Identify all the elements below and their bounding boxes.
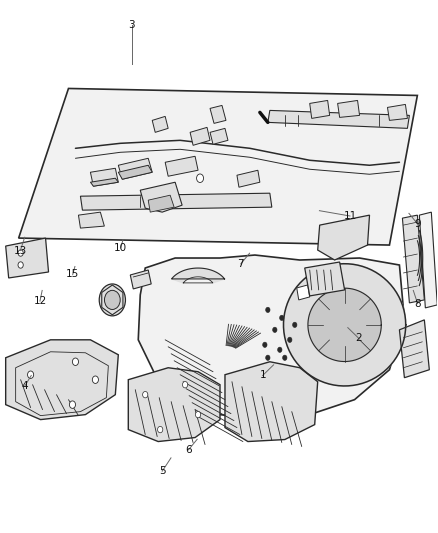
Text: 2: 2 bbox=[355, 333, 362, 343]
Circle shape bbox=[263, 342, 267, 348]
Polygon shape bbox=[78, 212, 104, 228]
Circle shape bbox=[293, 322, 297, 327]
Circle shape bbox=[105, 290, 120, 310]
Polygon shape bbox=[283, 264, 406, 386]
Text: 6: 6 bbox=[185, 445, 192, 455]
Text: 12: 12 bbox=[33, 296, 46, 306]
Polygon shape bbox=[419, 212, 437, 308]
Circle shape bbox=[99, 284, 125, 316]
Circle shape bbox=[288, 337, 292, 343]
Polygon shape bbox=[190, 127, 210, 146]
Polygon shape bbox=[118, 158, 152, 179]
Polygon shape bbox=[138, 255, 404, 419]
Polygon shape bbox=[338, 100, 360, 117]
Text: 15: 15 bbox=[66, 270, 79, 279]
Text: 10: 10 bbox=[114, 243, 127, 253]
Circle shape bbox=[92, 376, 99, 383]
Circle shape bbox=[143, 391, 148, 398]
Polygon shape bbox=[268, 110, 410, 128]
Polygon shape bbox=[297, 285, 310, 300]
Text: 1: 1 bbox=[259, 370, 266, 381]
Polygon shape bbox=[225, 362, 318, 441]
Circle shape bbox=[272, 327, 277, 333]
Polygon shape bbox=[118, 165, 152, 179]
Circle shape bbox=[195, 411, 201, 418]
Circle shape bbox=[197, 174, 204, 182]
Polygon shape bbox=[403, 215, 424, 303]
Circle shape bbox=[183, 382, 188, 388]
Polygon shape bbox=[210, 106, 226, 123]
Circle shape bbox=[18, 262, 23, 268]
Polygon shape bbox=[399, 320, 429, 378]
Polygon shape bbox=[6, 238, 49, 278]
Polygon shape bbox=[81, 193, 272, 210]
Polygon shape bbox=[388, 104, 407, 120]
Text: 4: 4 bbox=[21, 381, 28, 391]
Polygon shape bbox=[90, 178, 118, 186]
Circle shape bbox=[278, 347, 282, 352]
Circle shape bbox=[266, 307, 270, 312]
Polygon shape bbox=[90, 168, 118, 186]
Polygon shape bbox=[310, 100, 330, 118]
Circle shape bbox=[158, 426, 163, 433]
Circle shape bbox=[266, 355, 270, 360]
Circle shape bbox=[72, 358, 78, 366]
Circle shape bbox=[18, 250, 23, 256]
Circle shape bbox=[28, 371, 34, 378]
Polygon shape bbox=[152, 116, 168, 132]
Polygon shape bbox=[140, 182, 182, 212]
Polygon shape bbox=[165, 156, 198, 176]
Polygon shape bbox=[210, 128, 228, 144]
Polygon shape bbox=[305, 262, 345, 296]
Text: 11: 11 bbox=[343, 211, 357, 221]
Polygon shape bbox=[237, 170, 260, 187]
Text: 13: 13 bbox=[14, 246, 27, 255]
Polygon shape bbox=[308, 288, 381, 361]
Text: 8: 8 bbox=[414, 298, 421, 309]
Polygon shape bbox=[148, 195, 174, 212]
Text: 9: 9 bbox=[414, 219, 421, 229]
Polygon shape bbox=[172, 268, 225, 283]
Text: 3: 3 bbox=[128, 20, 135, 30]
Circle shape bbox=[69, 401, 75, 408]
Text: 5: 5 bbox=[159, 466, 166, 476]
Polygon shape bbox=[19, 88, 417, 245]
Text: 7: 7 bbox=[237, 259, 244, 269]
Circle shape bbox=[283, 355, 287, 360]
Polygon shape bbox=[6, 340, 118, 419]
Polygon shape bbox=[102, 285, 123, 315]
Polygon shape bbox=[130, 270, 151, 289]
Polygon shape bbox=[318, 215, 370, 260]
Polygon shape bbox=[128, 368, 220, 441]
Circle shape bbox=[279, 315, 284, 320]
